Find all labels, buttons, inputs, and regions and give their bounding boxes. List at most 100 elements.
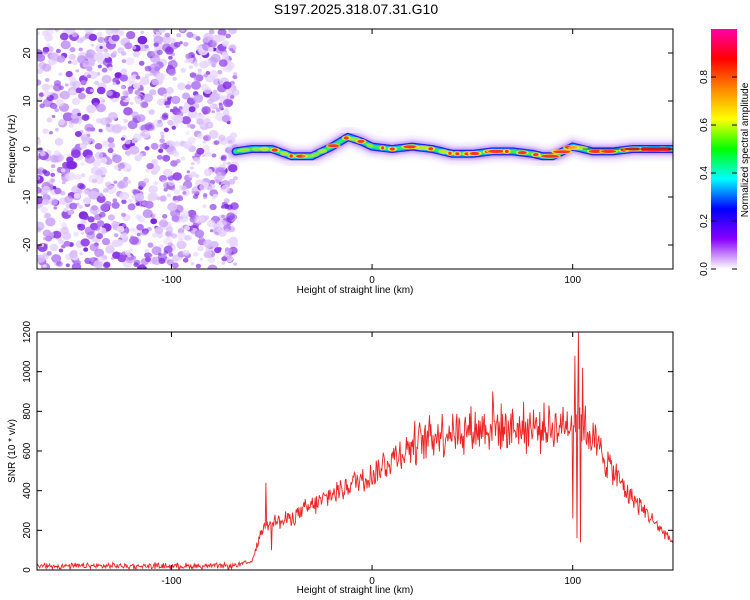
noise-speckle xyxy=(167,202,178,212)
snr-x-ticks: -100 0 100 xyxy=(161,332,581,587)
noise-speckle xyxy=(71,59,78,66)
y-tick-label: 800 xyxy=(22,403,33,420)
noise-speckle xyxy=(232,74,238,80)
noise-speckle xyxy=(148,185,158,194)
noise-speckle xyxy=(210,53,221,63)
noise-speckle xyxy=(218,59,228,67)
noise-speckle xyxy=(93,212,97,216)
noise-speckle xyxy=(112,91,121,99)
noise-speckle xyxy=(126,30,136,40)
hotspot-red xyxy=(469,151,480,156)
noise-speckle xyxy=(124,139,131,145)
hotspot-red xyxy=(403,145,418,149)
noise-speckle xyxy=(221,256,228,262)
noise-speckle xyxy=(42,198,50,205)
hotspot-yellow xyxy=(301,153,315,159)
noise-speckle xyxy=(42,169,48,174)
noise-speckle xyxy=(62,232,72,241)
noise-speckle xyxy=(68,76,76,83)
noise-speckle xyxy=(88,190,99,200)
noise-speckle xyxy=(106,123,111,128)
noise-speckle xyxy=(37,31,41,36)
noise-speckle xyxy=(75,87,83,94)
noise-speckle xyxy=(40,206,49,214)
noise-speckle xyxy=(142,209,153,219)
noise-speckle xyxy=(203,193,208,197)
noise-speckle xyxy=(118,168,122,172)
noise-speckle xyxy=(196,118,204,125)
noise-speckle xyxy=(167,68,176,76)
noise-speckle xyxy=(145,256,151,262)
noise-speckle xyxy=(79,252,83,256)
noise-speckle xyxy=(225,99,234,107)
noise-speckle xyxy=(193,94,204,103)
noise-speckle xyxy=(108,142,115,149)
spectrogram-plot-area xyxy=(37,29,673,269)
noise-speckle xyxy=(221,115,231,123)
noise-speckle xyxy=(98,128,103,133)
noise-speckle xyxy=(112,29,119,33)
noise-speckle xyxy=(166,259,174,266)
noise-speckle xyxy=(209,203,217,211)
noise-speckle xyxy=(166,226,174,233)
noise-speckle xyxy=(86,104,97,114)
noise-speckle xyxy=(54,108,60,113)
noise-speckle xyxy=(59,90,70,100)
noise-speckle xyxy=(37,254,46,263)
noise-speckle xyxy=(163,168,173,177)
hotspot-yellow xyxy=(259,146,270,152)
noise-speckle xyxy=(186,170,191,174)
noise-speckle xyxy=(73,192,81,199)
noise-speckle xyxy=(107,147,114,154)
noise-speckle xyxy=(154,66,161,72)
noise-speckle xyxy=(209,183,213,187)
noise-speckle xyxy=(173,189,181,195)
noise-speckle xyxy=(96,220,105,227)
noise-speckle xyxy=(37,175,41,181)
noise-speckle xyxy=(108,112,118,121)
noise-speckle xyxy=(151,159,158,165)
noise-speckle xyxy=(71,262,82,269)
noise-speckle xyxy=(112,50,118,55)
noise-speckle xyxy=(56,55,66,63)
noise-speckle xyxy=(190,95,195,99)
noise-speckle xyxy=(116,225,125,233)
noise-speckle xyxy=(58,72,63,76)
hotspot-yellow xyxy=(317,148,328,154)
noise-speckle xyxy=(73,231,80,237)
noise-speckle xyxy=(208,47,214,52)
noise-speckle xyxy=(183,42,189,47)
noise-speckle xyxy=(226,204,233,210)
noise-speckle xyxy=(138,81,144,86)
noise-speckle xyxy=(112,198,118,203)
noise-speckle xyxy=(207,256,216,264)
noise-speckle xyxy=(164,32,171,38)
colorbar-tick-label: 0.0 xyxy=(699,262,710,276)
noise-speckle xyxy=(42,185,51,193)
noise-speckle xyxy=(58,248,64,253)
noise-speckle xyxy=(69,80,77,87)
noise-speckle xyxy=(88,33,98,42)
noise-speckle xyxy=(170,95,181,105)
noise-speckle xyxy=(98,211,106,218)
noise-speckle xyxy=(155,32,161,36)
noise-speckle xyxy=(152,29,163,34)
noise-speckle xyxy=(37,53,46,62)
noise-speckle xyxy=(92,178,97,183)
noise-speckle xyxy=(157,252,162,256)
noise-speckle xyxy=(68,53,76,61)
noise-speckle xyxy=(44,212,51,219)
noise-speckle xyxy=(210,241,219,248)
noise-speckle xyxy=(42,30,49,37)
noise-speckle xyxy=(68,60,72,64)
noise-speckle xyxy=(128,198,133,203)
noise-speckle xyxy=(162,112,169,119)
noise-speckle xyxy=(131,195,136,199)
y-tick-label: 200 xyxy=(22,522,33,539)
hotspot-yellow xyxy=(310,152,320,158)
noise-speckle xyxy=(208,130,219,139)
noise-speckle xyxy=(84,154,95,164)
hotspot-red xyxy=(428,147,434,151)
hotspot-red xyxy=(389,147,395,151)
